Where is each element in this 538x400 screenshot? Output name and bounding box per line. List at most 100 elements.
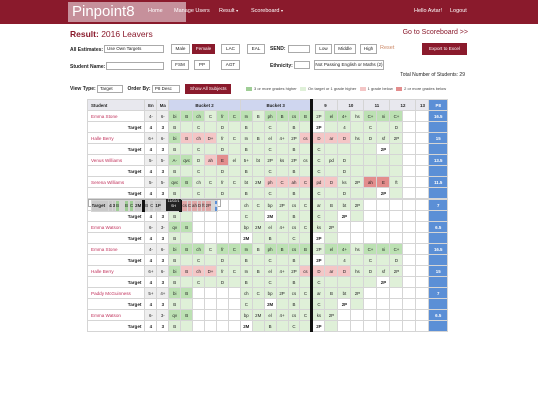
grade-cell[interactable] (402, 176, 417, 188)
grade-cell[interactable]: ah (363, 176, 378, 188)
grade-cell[interactable]: In (239, 110, 253, 122)
grade-cell[interactable]: C (186, 200, 193, 212)
grade-cell[interactable]: cs (179, 200, 188, 212)
student-name[interactable]: Emma Stone (86, 110, 146, 122)
grade-cell[interactable]: 6- (156, 265, 170, 277)
grade-cell[interactable] (415, 154, 430, 166)
grade-cell[interactable] (337, 309, 352, 321)
p8-score[interactable]: 7 (428, 287, 448, 299)
grade-cell[interactable] (415, 176, 430, 188)
grade-cell[interactable]: 2P (310, 243, 326, 255)
grade-cell[interactable]: C+ (363, 243, 378, 255)
grade-cell[interactable] (363, 309, 378, 321)
grade-cell[interactable]: 2P (263, 154, 277, 166)
grade-cell[interactable] (389, 287, 404, 299)
grade-cell[interactable]: C (227, 265, 241, 277)
grade-cell[interactable]: 5- (144, 154, 158, 166)
female-button[interactable]: Female (192, 44, 215, 54)
grade-cell[interactable]: el (324, 243, 339, 255)
nav-result[interactable]: Result ▾ (219, 8, 238, 14)
grade-cell[interactable]: ar (310, 199, 326, 211)
grade-cell[interactable]: ar (310, 287, 326, 299)
grade-cell[interactable]: 2P (350, 199, 365, 211)
grade-cell[interactable]: pd (324, 154, 339, 166)
grade-cell[interactable] (402, 243, 417, 255)
grade-cell[interactable]: bi (168, 132, 182, 144)
grade-cell[interactable]: 6- (156, 132, 170, 144)
grade-cell[interactable]: 4+ (275, 265, 289, 277)
grade-cell[interactable]: fr (215, 110, 229, 122)
p8-score[interactable]: 6.5 (428, 309, 448, 321)
grade-cell[interactable]: el (263, 309, 277, 321)
grade-cell[interactable] (389, 309, 404, 321)
grade-cell[interactable]: D (363, 132, 378, 144)
col-student[interactable]: Student (86, 99, 146, 111)
low-button[interactable]: Low (315, 44, 332, 54)
grade-cell[interactable]: In (239, 243, 253, 255)
eal-button[interactable]: EAL (247, 44, 265, 54)
p8-score[interactable]: 13.5 (428, 154, 448, 166)
grade-cell[interactable]: sf (376, 265, 391, 277)
grade-cell[interactable]: 2M (251, 309, 265, 321)
grade-cell[interactable]: 4+ (156, 287, 170, 299)
grade-cell[interactable]: C (227, 110, 241, 122)
student-name-input[interactable] (106, 62, 164, 70)
grade-cell[interactable]: D (310, 132, 326, 144)
grade-cell[interactable] (415, 110, 430, 122)
grade-cell[interactable] (402, 154, 417, 166)
grade-cell[interactable]: cs (287, 221, 301, 233)
grade-cell[interactable]: 4+ (337, 243, 352, 255)
grade-cell[interactable] (363, 287, 378, 299)
grade-cell[interactable]: B (275, 243, 289, 255)
grade-cell[interactable] (402, 287, 417, 299)
student-name[interactable]: Paddy McGuinness (86, 287, 146, 299)
grade-cell[interactable] (192, 221, 206, 233)
grade-cell[interactable]: 2P (204, 200, 212, 212)
grade-cell[interactable]: A- (168, 154, 182, 166)
grade-cell[interactable]: C (299, 199, 313, 211)
grade-cell[interactable]: ar (324, 132, 339, 144)
lac-button[interactable]: LAC (221, 44, 240, 54)
pinpoint-logo[interactable]: Pinpoint8 (68, 2, 186, 22)
grade-cell[interactable]: 2P (350, 176, 365, 188)
grade-cell[interactable] (415, 132, 430, 144)
col-ma[interactable]: Ma (156, 99, 170, 111)
grade-cell[interactable]: el (324, 110, 339, 122)
grade-cell[interactable]: ar (324, 265, 339, 277)
grade-cell[interactable] (227, 199, 241, 211)
grade-cell[interactable]: hs (350, 265, 365, 277)
grade-cell[interactable]: 4- (144, 243, 158, 255)
p8-score[interactable]: 16.5 (428, 110, 448, 122)
grade-cell[interactable]: cs (287, 110, 301, 122)
grade-cell[interactable] (350, 309, 365, 321)
grade-cell[interactable]: bt (337, 287, 352, 299)
col-11[interactable]: 11 (363, 99, 391, 111)
grade-cell[interactable]: D (310, 265, 326, 277)
grade-cell[interactable]: B (251, 243, 265, 255)
grade-cell[interactable]: C+ (363, 110, 378, 122)
grade-cell[interactable] (215, 309, 229, 321)
grade-cell[interactable]: 2P (275, 199, 289, 211)
grade-cell[interactable]: B (251, 110, 265, 122)
grade-cell[interactable]: 6- (144, 221, 158, 233)
grade-cell[interactable]: bi (168, 110, 182, 122)
grade-cell[interactable]: 6- (144, 309, 158, 321)
grade-cell[interactable]: D (337, 154, 352, 166)
export-button[interactable]: Export to Excel (422, 43, 467, 55)
grade-cell[interactable]: ch (192, 265, 206, 277)
grade-cell[interactable]: B (275, 110, 289, 122)
col-bucket-3[interactable]: Bucket 3 (239, 99, 313, 111)
grade-cell[interactable]: cs (287, 199, 301, 211)
grade-cell[interactable]: B (251, 265, 265, 277)
grade-cell[interactable]: ch (239, 287, 253, 299)
grade-cell[interactable]: C (299, 221, 313, 233)
grade-cell[interactable] (415, 309, 430, 321)
grade-cell[interactable]: 6- (156, 110, 170, 122)
grade-cell[interactable] (402, 221, 417, 233)
grade-cell[interactable]: bt (337, 199, 352, 211)
grade-cell[interactable]: B (180, 287, 194, 299)
grade-cell[interactable]: In (239, 265, 253, 277)
